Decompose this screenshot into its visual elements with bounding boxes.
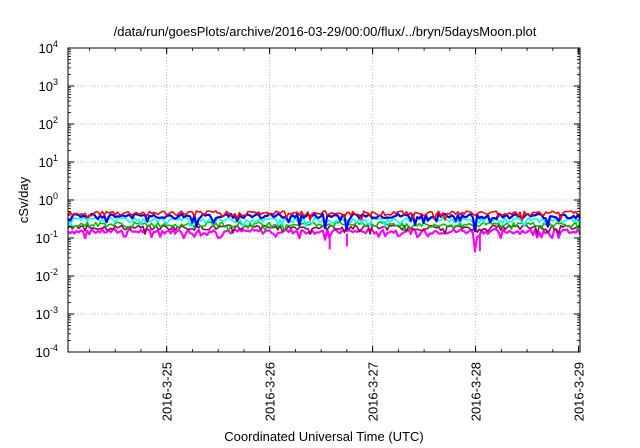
series-line	[67, 227, 582, 253]
y-tick-label: 102	[39, 115, 58, 132]
x-axis: 2016-3-25 2016-3-26 2016-3-27 2016-3-28 2016…	[89, 48, 587, 421]
y-tick-label: 10-2	[36, 267, 58, 284]
y-tick-label: 104	[39, 39, 58, 56]
chart-title: /data/run/goesPlots/archive/2016-03-29/0…	[114, 24, 537, 39]
x-tick-label: 2016-3-29	[572, 362, 587, 421]
y-axis: 10-4 10-3 10-2 10-1 100 101 102 103 104	[36, 39, 580, 360]
y-tick-label: 10-1	[36, 229, 58, 246]
y-tick-label: 103	[39, 77, 58, 94]
y-tick-label: 10-4	[36, 343, 58, 360]
y-axis-label: cSv/day	[16, 176, 31, 223]
series-line	[67, 210, 581, 222]
grid	[68, 48, 580, 352]
y-tick-label: 100	[39, 191, 58, 208]
x-tick-label: 2016-3-27	[366, 362, 381, 421]
x-tick-label: 2016-3-28	[469, 362, 484, 421]
x-tick-label: 2016-3-25	[160, 362, 175, 421]
series-layer	[67, 210, 582, 253]
y-tick-label: 101	[39, 153, 58, 170]
y-tick-label: 10-3	[36, 305, 58, 322]
series-line	[67, 212, 581, 233]
x-tick-label: 2016-3-26	[263, 362, 278, 421]
x-axis-label: Coordinated Universal Time (UTC)	[224, 429, 423, 444]
